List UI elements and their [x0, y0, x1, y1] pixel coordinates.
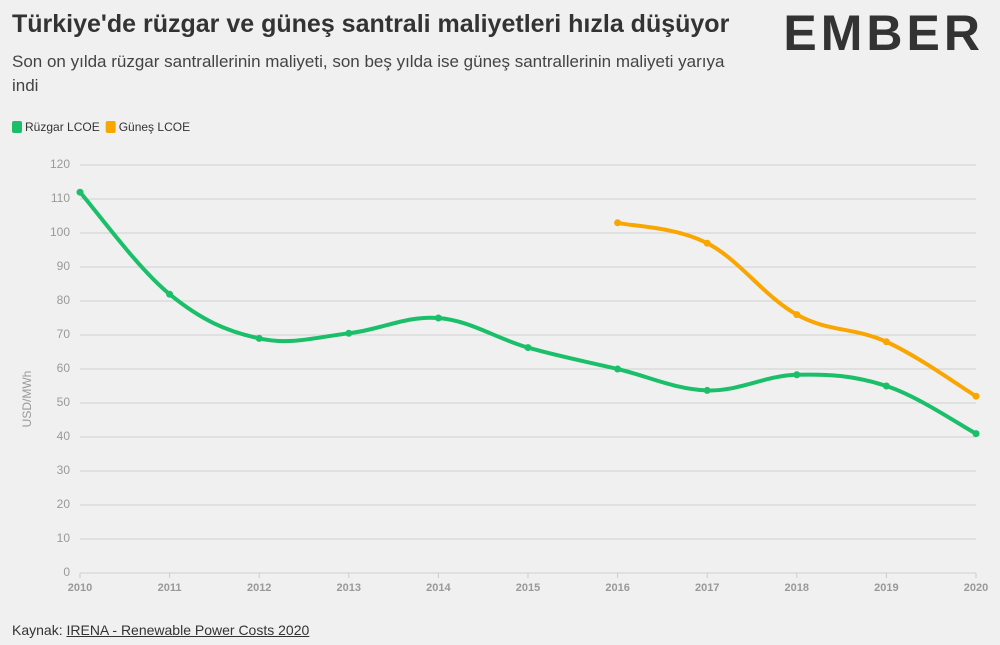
data-point — [703, 239, 711, 247]
y-tick-label: 30 — [57, 463, 71, 477]
data-point — [614, 365, 622, 373]
source-prefix: Kaynak: — [12, 622, 63, 638]
data-point — [166, 290, 174, 298]
x-tick-label: 2011 — [158, 582, 182, 594]
x-tick-label: 2018 — [785, 582, 809, 594]
y-tick-label: 40 — [57, 429, 71, 443]
legend-label: Rüzgar LCOE — [25, 120, 100, 134]
y-tick-label: 70 — [57, 327, 71, 341]
y-tick-label: 100 — [50, 225, 70, 239]
y-tick-label: 10 — [57, 531, 71, 545]
data-point — [703, 386, 711, 394]
data-point — [972, 392, 980, 400]
y-tick-label: 20 — [57, 497, 71, 511]
data-point — [882, 338, 890, 346]
legend-label: Güneş LCOE — [119, 120, 190, 134]
series-line — [617, 220, 978, 398]
data-point — [255, 334, 263, 342]
x-tick-label: 2014 — [426, 582, 451, 594]
data-point — [345, 329, 353, 337]
data-point — [882, 382, 890, 390]
chart-subtitle: Son on yılda rüzgar santrallerinin maliy… — [12, 52, 725, 95]
data-point — [76, 188, 84, 196]
x-tick-label: 2016 — [605, 582, 629, 594]
data-point — [793, 371, 801, 379]
data-point — [972, 430, 980, 438]
y-axis-label: USD/MWh — [20, 371, 34, 428]
y-tick-label: 120 — [50, 157, 70, 171]
x-tick-label: 2019 — [874, 582, 898, 594]
x-tick-label: 2012 — [247, 582, 271, 594]
x-tick-label: 2010 — [68, 582, 92, 594]
data-point — [524, 344, 532, 352]
source: Kaynak: IRENA - Renewable Power Costs 20… — [12, 622, 309, 638]
x-tick-label: 2017 — [695, 582, 719, 594]
y-tick-label: 110 — [51, 191, 70, 205]
chart-title: Türkiye'de rüzgar ve güneş santrali mali… — [12, 10, 730, 38]
x-tick-label: 2013 — [337, 582, 361, 594]
series-line — [78, 190, 977, 436]
y-tick-label: 60 — [57, 361, 71, 375]
legend-swatch — [12, 121, 22, 133]
y-tick-label: 80 — [57, 293, 71, 307]
logo: EMBER — [783, 5, 984, 61]
legend-swatch — [105, 121, 116, 133]
y-tick-label: 50 — [57, 395, 71, 409]
x-tick-label: 2015 — [516, 582, 540, 594]
y-tick-label: 90 — [57, 259, 71, 273]
data-point — [793, 311, 801, 319]
y-tick-label: 0 — [63, 565, 70, 579]
x-tick-label: 2020 — [964, 582, 988, 594]
data-point — [434, 314, 442, 322]
data-point — [614, 219, 622, 227]
source-link[interactable]: IRENA - Renewable Power Costs 2020 — [66, 622, 310, 638]
